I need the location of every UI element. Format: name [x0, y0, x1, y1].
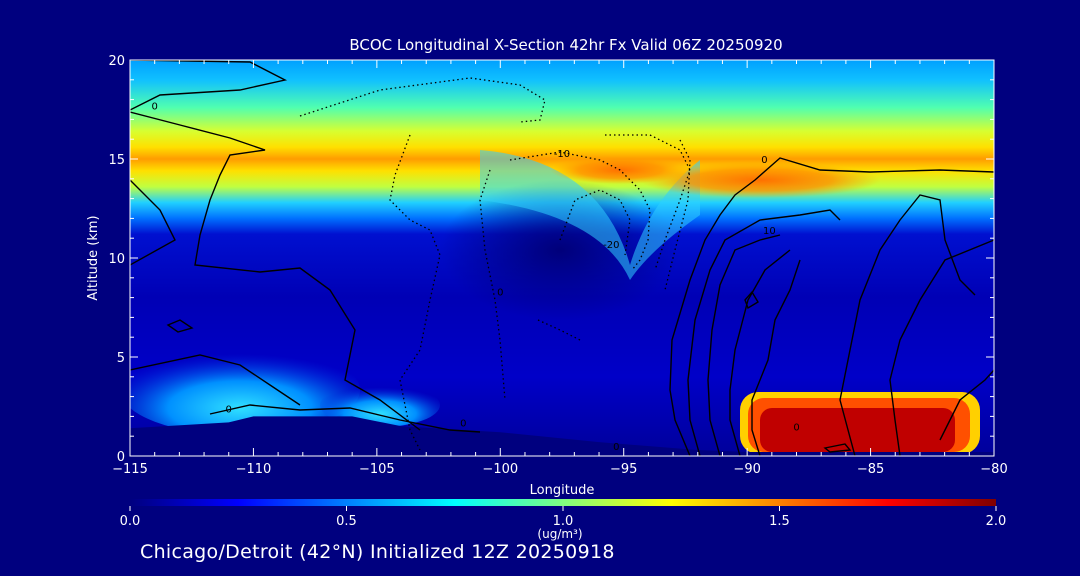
- x-tick-label: −100: [482, 462, 518, 477]
- colorbar-tick-label: 1.5: [769, 514, 790, 529]
- x-tick-label: −90: [733, 462, 760, 477]
- contour-label: -10: [554, 149, 570, 160]
- y-tick-label: 20: [108, 54, 125, 69]
- dotted-contours: [299, 77, 691, 451]
- contour-label: 0: [761, 155, 767, 166]
- contour-label: -20: [603, 240, 619, 251]
- x-tick-label: −95: [610, 462, 637, 477]
- x-tick-label: −110: [236, 462, 272, 477]
- colorbar-tick-label: 1.0: [553, 514, 574, 529]
- x-tick-label: −85: [857, 462, 884, 477]
- x-tick-label: −105: [359, 462, 395, 477]
- dark-midlevel-blob: [440, 180, 680, 320]
- central-lowlevel-blob: [320, 383, 440, 427]
- contour-label: 0: [226, 404, 232, 415]
- y-tick-label: 15: [108, 153, 125, 168]
- contour-label: 0: [497, 288, 503, 299]
- colorbar: 0.0 0.5 1.0 1.5 2.0 (ug/m³): [120, 499, 1007, 541]
- y-tick-label: 0: [117, 450, 125, 465]
- x-tick-label: −80: [980, 462, 1007, 477]
- colorbar-tick-label: 0.0: [120, 514, 141, 529]
- colorbar-tick-label: 0.5: [336, 514, 357, 529]
- y-tick-label: 10: [108, 252, 125, 267]
- topography: [130, 416, 994, 456]
- contour-label: 0: [151, 102, 157, 113]
- contour-label: 0: [613, 442, 619, 453]
- plume-core: [760, 408, 955, 452]
- chart-title: BCOC Longitudinal X-Section 42hr Fx Vali…: [349, 36, 782, 54]
- contour-label: 10: [763, 226, 776, 237]
- solid-contours: [130, 60, 994, 456]
- orange-core-east: [640, 162, 880, 198]
- plot-area: 0 0 0 0 -10 -20 0 0 10 0: [130, 60, 994, 456]
- contour-label: 0: [460, 418, 466, 429]
- contour-label: 0: [793, 422, 799, 433]
- colorbar-tick-label: 2.0: [986, 514, 1007, 529]
- western-lowlevel-blob: [130, 345, 360, 435]
- colorbar-gradient: [130, 499, 996, 506]
- colorbar-unit-label: (ug/m³): [537, 527, 582, 541]
- y-axis-label: Altitude (km): [86, 215, 101, 300]
- x-axis-label: Longitude: [530, 483, 595, 498]
- y-tick-label: 5: [117, 351, 125, 366]
- x-tick-label: −115: [112, 462, 148, 477]
- footer-caption: Chicago/Detroit (42°N) Initialized 12Z 2…: [140, 541, 615, 563]
